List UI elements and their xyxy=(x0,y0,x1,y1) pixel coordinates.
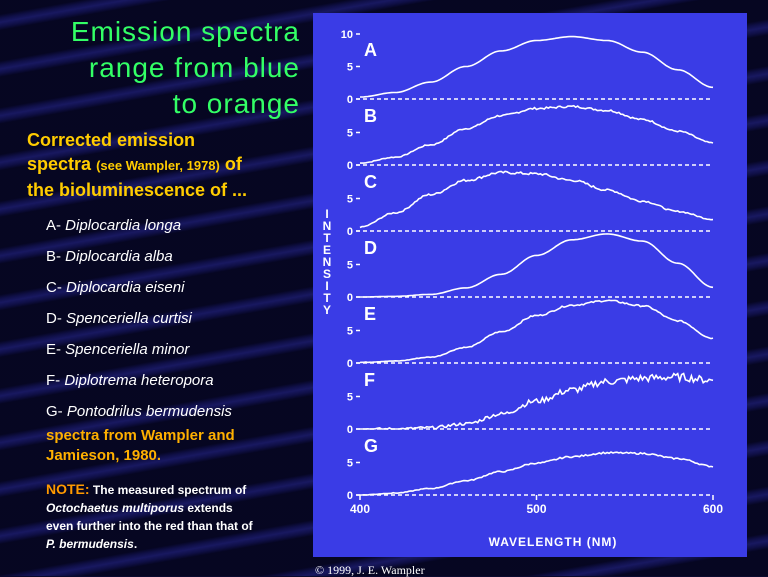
note-label: NOTE: xyxy=(46,481,90,497)
species-letter: B- xyxy=(46,248,61,265)
species-name: Spenceriella curtisi xyxy=(66,310,192,327)
note-text: even further into the red than that of xyxy=(46,519,253,533)
y-tick-label: 5 xyxy=(347,260,353,272)
x-axis-label: WAVELENGTH (NM) xyxy=(489,535,618,549)
note-text: The measured spectrum of xyxy=(92,483,247,497)
source-line: spectra from Wampler and xyxy=(46,427,235,444)
y-axis-label-letter: E xyxy=(323,243,331,257)
series-label: C xyxy=(364,172,377,192)
x-tick-label: 400 xyxy=(350,502,370,516)
note-text: extends xyxy=(187,501,233,515)
species-letter: E- xyxy=(46,341,61,358)
y-tick-label: 0 xyxy=(347,160,353,172)
species-name: Spenceriella minor xyxy=(65,341,190,358)
species-item: C- Diplocardia eiseni xyxy=(46,272,316,303)
y-tick-label: 5 xyxy=(347,392,353,404)
y-axis-label-letter: S xyxy=(323,267,331,281)
title-line: range from blue xyxy=(88,52,300,83)
y-tick-label: 0 xyxy=(347,226,353,238)
slide-subtitle: Corrected emission spectra (see Wampler,… xyxy=(27,128,317,202)
species-letter: D- xyxy=(46,310,62,327)
note-text: . xyxy=(133,537,138,551)
note-species: P. bermudensis xyxy=(46,537,134,551)
series-line xyxy=(360,233,714,298)
series-label: A xyxy=(364,40,377,60)
species-letter: F- xyxy=(46,372,61,389)
y-axis-label-letter: T xyxy=(323,231,331,245)
species-item: E- Spenceriella minor xyxy=(46,334,316,365)
series-label: B xyxy=(364,106,377,126)
y-tick-label: 0 xyxy=(347,490,353,502)
y-axis-label-letter: T xyxy=(323,291,331,305)
series-label: G xyxy=(364,436,378,456)
y-axis-label-letter: N xyxy=(323,219,332,233)
species-item: B- Diplocardia alba xyxy=(46,241,316,272)
species-name: Pontodrilus bermudensis xyxy=(66,403,232,420)
series-label: F xyxy=(364,370,375,390)
species-name: Diplocardia longa xyxy=(65,217,182,234)
title-line: to orange xyxy=(172,88,300,119)
species-letter: A- xyxy=(46,217,61,234)
subtitle-text: of xyxy=(224,154,242,174)
y-tick-label: 10 xyxy=(341,29,353,41)
series-line xyxy=(359,170,714,229)
subtitle-text: spectra xyxy=(27,154,92,174)
slide-title: Emission spectra range from blue to oran… xyxy=(0,14,300,122)
y-tick-label: 5 xyxy=(347,62,353,74)
species-item: A- Diplocardia longa xyxy=(46,210,316,241)
subtitle-text: Corrected emission xyxy=(27,130,196,150)
y-tick-label: 5 xyxy=(347,128,353,140)
subtitle-text: the bioluminescence of ... xyxy=(27,180,248,200)
y-tick-label: 0 xyxy=(347,424,353,436)
species-letter: G- xyxy=(46,403,63,420)
species-item: G- Pontodrilus bermudensis xyxy=(46,396,316,427)
y-tick-label: 0 xyxy=(347,292,353,304)
y-tick-label: 5 xyxy=(347,194,353,206)
species-name: Diplotrema heteropora xyxy=(64,372,214,389)
y-tick-label: 5 xyxy=(347,458,353,470)
series-line xyxy=(360,372,714,430)
copyright: © 1999, J. E. Wampler xyxy=(315,563,425,577)
species-letter: C- xyxy=(46,279,62,296)
y-axis-label-letter: N xyxy=(323,255,332,269)
series-line xyxy=(360,35,714,98)
note-block: NOTE: The measured spectrum of Octochaet… xyxy=(46,480,310,553)
y-tick-label: 0 xyxy=(347,94,353,106)
source-citation: spectra from Wampler and Jamieson, 1980. xyxy=(46,426,286,466)
species-item: D- Spenceriella curtisi xyxy=(46,303,316,334)
species-name: Diplocardia alba xyxy=(65,248,173,265)
x-tick-label: 600 xyxy=(703,502,723,516)
series-line xyxy=(359,104,714,164)
chart-panel: 0 5 10 A 0 5 B 0 5 C 0 5 D 0 5 E 0 5 F 0 5 G 400 500 600 WAVELENG… xyxy=(313,13,747,557)
y-axis-label-letter: I xyxy=(325,279,328,293)
series-line xyxy=(359,299,714,364)
subtitle-reference: (see Wampler, 1978) xyxy=(96,158,220,173)
source-line: Jamieson, 1980. xyxy=(46,447,162,464)
series-line xyxy=(360,451,714,496)
title-line: Emission spectra xyxy=(70,16,300,47)
species-name: Diplocardia eiseni xyxy=(66,279,185,296)
y-tick-label: 5 xyxy=(347,326,353,338)
series-label: D xyxy=(364,238,377,258)
y-axis-label-letter: I xyxy=(325,207,328,221)
y-axis-label-letter: Y xyxy=(323,303,331,317)
y-tick-label: 0 xyxy=(347,358,353,370)
note-species: Octochaetus multiporus xyxy=(46,501,185,515)
x-tick-label: 500 xyxy=(526,502,546,516)
species-list: A- Diplocardia longa B- Diplocardia alba… xyxy=(46,210,316,427)
series-label: E xyxy=(364,304,376,324)
species-item: F- Diplotrema heteropora xyxy=(46,365,316,396)
